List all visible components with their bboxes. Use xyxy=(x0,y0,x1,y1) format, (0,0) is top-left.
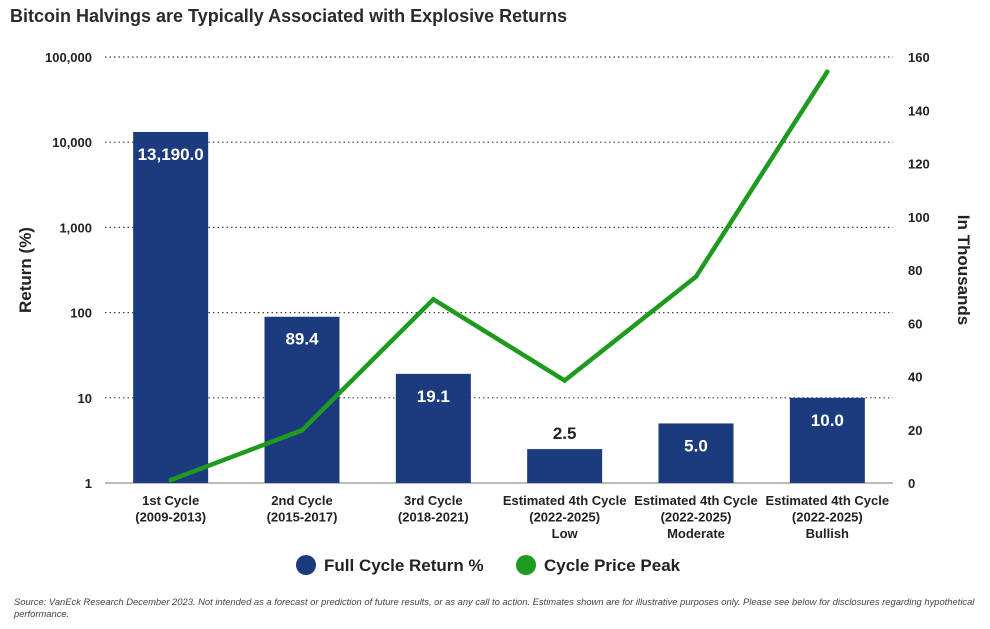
legend-swatch-price-peak xyxy=(516,555,536,575)
y2-tick-label: 120 xyxy=(908,157,930,172)
y2-tick-label: 60 xyxy=(908,316,922,331)
y2-tick-label: 80 xyxy=(908,263,922,278)
y2-tick-label: 40 xyxy=(908,370,922,385)
chart-title: Bitcoin Halvings are Typically Associate… xyxy=(10,6,568,26)
y2-tick-label: 100 xyxy=(908,210,930,225)
bar-data-label: 5.0 xyxy=(684,436,708,455)
line-point xyxy=(431,297,436,302)
x-tick-label: Estimated 4th Cycle xyxy=(634,493,758,508)
x-tick-label: Low xyxy=(552,526,579,541)
y-tick-label: 10,000 xyxy=(52,135,92,150)
x-tick-label: (2009-2013) xyxy=(135,510,206,525)
line-point xyxy=(168,477,173,483)
bar xyxy=(527,449,603,483)
source-footnote: Source: VanEck Research December 2023. N… xyxy=(14,596,975,619)
legend-label-returns: Full Cycle Return % xyxy=(324,556,484,575)
line-point xyxy=(825,69,830,74)
bar-data-label: 10.0 xyxy=(811,411,844,430)
left-axis: 1 10 100 1,000 10,000 100,000 xyxy=(45,50,92,491)
y2-tick-label: 0 xyxy=(908,476,915,491)
x-tick-label: Estimated 4th Cycle xyxy=(503,493,627,508)
x-tick-label: (2022-2025) xyxy=(529,510,600,525)
y-tick-label: 1 xyxy=(85,476,92,491)
y2-tick-label: 160 xyxy=(908,50,930,65)
x-tick-label: (2018-2021) xyxy=(398,510,469,525)
right-axis: 0 20 40 60 80 100 120 140 160 xyxy=(908,50,930,491)
bar-data-label: 13,190.0 xyxy=(138,145,204,164)
bar-series xyxy=(133,131,865,483)
bar xyxy=(789,397,865,483)
y2-tick-label: 140 xyxy=(908,103,930,118)
y-axis-title: Return (%) xyxy=(16,227,35,313)
line-series xyxy=(168,69,830,483)
data-labels: 13,190.0 89.4 19.1 2.5 5.0 10.0 xyxy=(138,145,844,455)
y-tick-label: 100,000 xyxy=(45,50,92,65)
x-tick-label: Estimated 4th Cycle xyxy=(766,493,890,508)
x-tick-label: Bullish xyxy=(806,526,849,541)
x-tick-label: (2022-2025) xyxy=(661,510,732,525)
bar-data-label: 2.5 xyxy=(553,424,577,443)
y-tick-label: 1,000 xyxy=(59,220,92,235)
bar xyxy=(658,423,734,483)
line-point xyxy=(562,378,567,383)
bar xyxy=(395,373,471,483)
x-axis: 1st Cycle (2009-2013) 2nd Cycle (2015-2017)… xyxy=(135,493,889,541)
bar xyxy=(133,131,209,483)
x-tick-label: Moderate xyxy=(667,526,725,541)
x-tick-label: 3rd Cycle xyxy=(404,493,463,508)
y2-axis-title: In Thousands xyxy=(954,215,973,326)
line-point xyxy=(693,274,699,279)
line-point xyxy=(299,428,305,433)
bar-data-label: 89.4 xyxy=(285,330,319,349)
x-tick-label: 2nd Cycle xyxy=(271,493,332,508)
legend-swatch-returns xyxy=(296,555,316,575)
bar-data-label: 19.1 xyxy=(417,387,450,406)
legend-label-price-peak: Cycle Price Peak xyxy=(544,556,681,575)
x-tick-label: (2022-2025) xyxy=(792,510,863,525)
x-tick-label: (2015-2017) xyxy=(267,510,338,525)
price-peak-line xyxy=(169,70,830,483)
y2-tick-label: 20 xyxy=(908,423,922,438)
bar xyxy=(264,316,340,483)
y-tick-label: 100 xyxy=(70,306,92,321)
legend: Full Cycle Return % Cycle Price Peak xyxy=(296,555,681,575)
y-tick-label: 10 xyxy=(78,391,92,406)
gridlines xyxy=(105,56,893,484)
x-tick-label: 1st Cycle xyxy=(142,493,199,508)
